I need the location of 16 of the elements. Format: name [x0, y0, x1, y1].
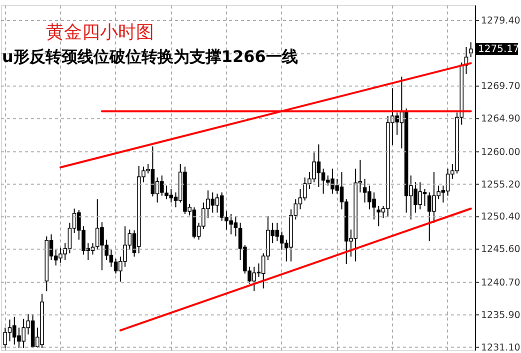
- text: 黄金四小时图: [46, 22, 154, 43]
- y-tick-label: 1235.90: [481, 310, 520, 321]
- y-tick-label: 1279.40: [481, 16, 520, 27]
- candlestick: [3, 327, 8, 348]
- candlestick: [468, 42, 473, 58]
- text: 1275.17: [478, 44, 520, 55]
- y-tick-label: 1260.00: [481, 146, 520, 158]
- y-tick-label: 1264.90: [481, 114, 520, 125]
- annotation: u形反转颈线位破位转换为支撑1266一线: [2, 47, 298, 66]
- y-tick-label: 1240.70: [481, 277, 520, 288]
- candlestick: [376, 205, 381, 227]
- y-tick-label: 1269.70: [481, 81, 520, 92]
- y-tick-label: 1255.20: [481, 179, 520, 190]
- y-tick-label: 1245.60: [481, 244, 520, 256]
- y-tick-label: 1231.10: [481, 342, 520, 353]
- y-tick-label: 1250.40: [481, 212, 520, 223]
